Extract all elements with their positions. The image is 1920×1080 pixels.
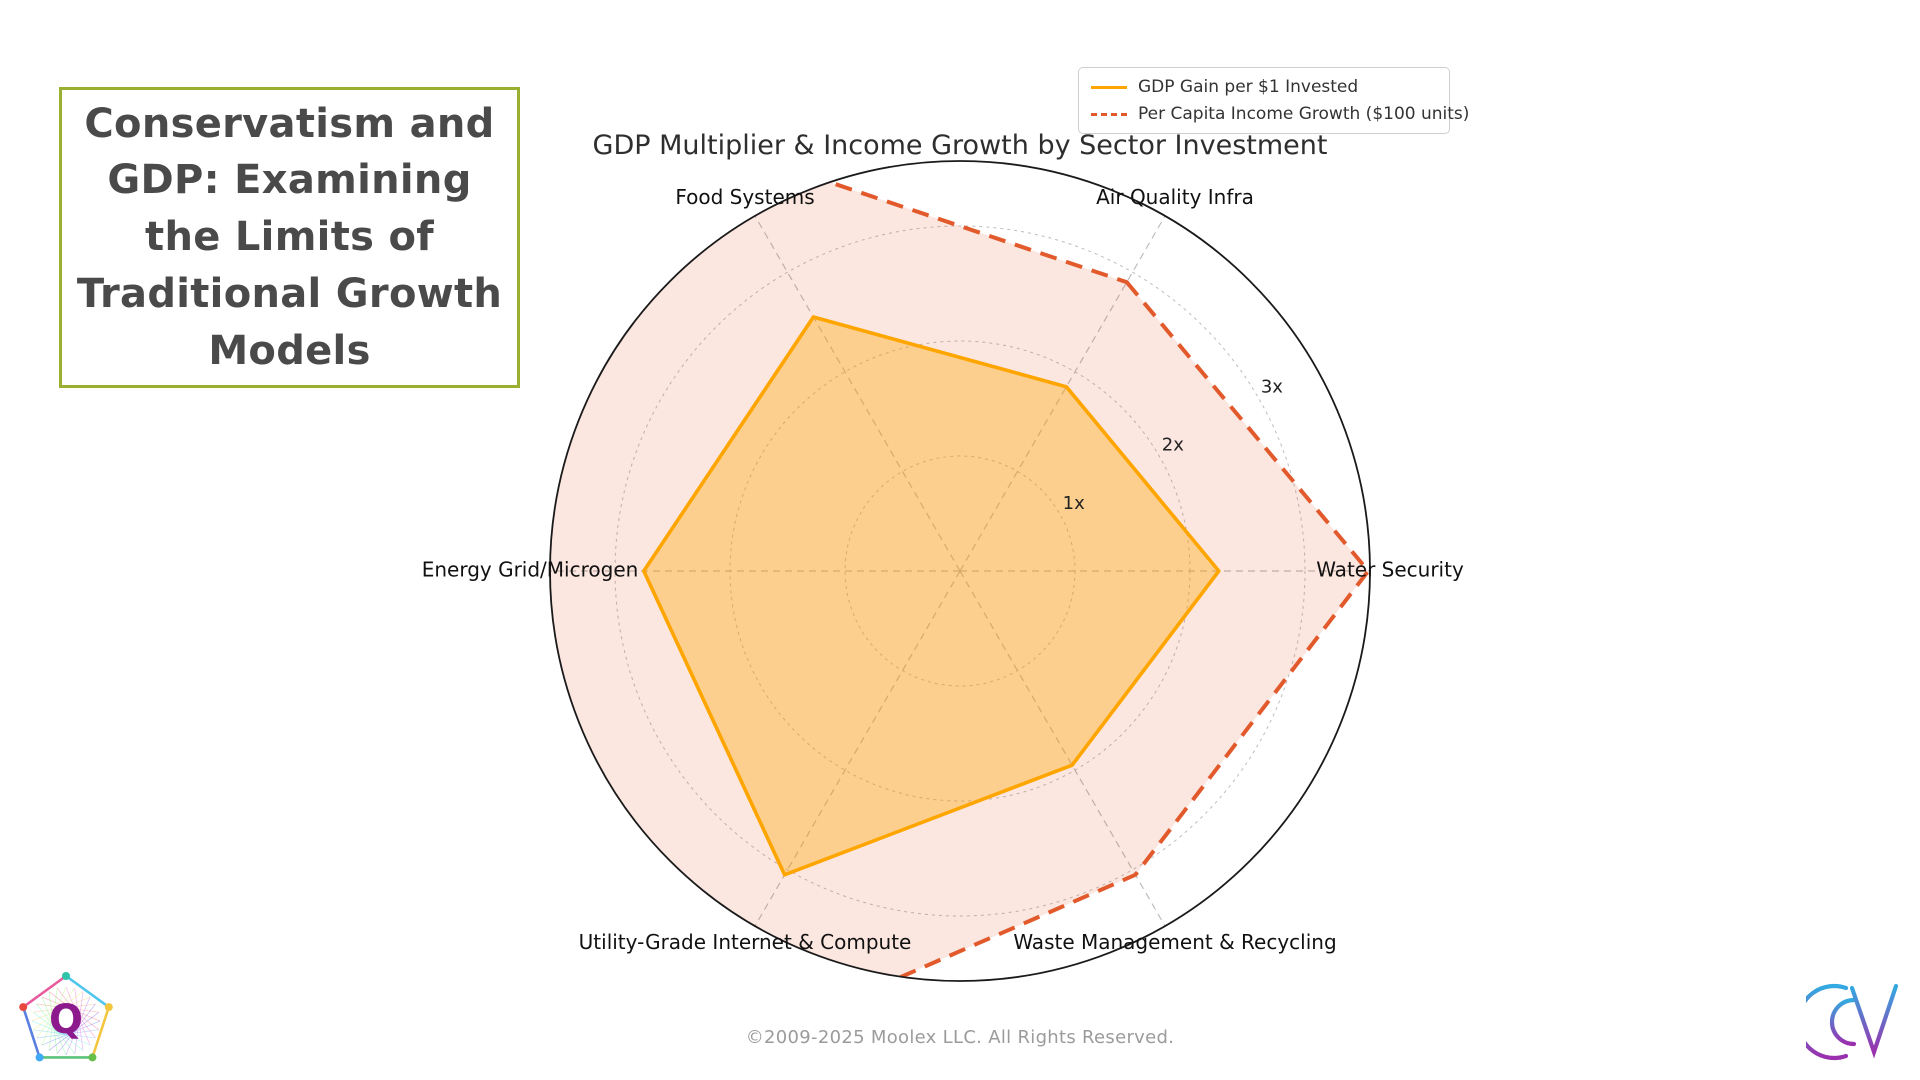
category-label-food-systems: Food Systems [675,185,814,209]
chart-title: GDP Multiplier & Income Growth by Sector… [592,130,1328,161]
web-line [33,1003,96,1013]
cv-v-shape [1849,983,1899,1059]
web-line [36,1003,99,1013]
legend-label-gdp-gain: GDP Gain per $1 Invested [1138,77,1359,97]
q-logo-letter: Q [49,997,83,1043]
axis-spoke [754,570,961,927]
web-line [31,996,91,1022]
cv-arc-logo [1806,983,1899,1061]
cv-outer-arc [1806,983,1849,1061]
web-line [48,991,100,1031]
r-tick-label: 1x [1063,493,1085,514]
web-line [32,1011,84,1051]
pentagon-edge [21,974,68,1009]
series-line-gdp-gain [641,315,1221,877]
cv-inner-arc [1829,997,1857,1047]
legend-swatch-solid-line [1091,85,1127,89]
web-line [41,986,67,1046]
web-line [41,996,67,1056]
legend-swatch-dashed-line [1091,112,1127,116]
copyright-footer: ©2009-2025 Moolex LLC. All Rights Reserv… [745,1027,1175,1048]
legend-item-gdp-gain: GDP Gain per $1 Invested [1091,77,1437,97]
chart-legend: GDP Gain per $1 Invested Per Capita Inco… [1078,67,1469,134]
pentagon-vertex-dot [88,1053,97,1062]
r-tick-label: 2x [1162,435,1184,456]
web-line [36,1029,99,1039]
web-line [74,988,84,1051]
pentagon-edge [21,1005,41,1059]
web-line [65,996,91,1056]
outer-circle [549,160,1371,982]
title-box: Conservatism and GDP: Examining the Limi… [59,87,520,388]
web-line [74,991,84,1054]
web-line [36,987,76,1039]
category-label-utility-grade-internet-compute: Utility-Grade Internet & Compute [579,930,912,954]
pentagon-edge [64,974,111,1009]
axis-spoke [959,570,1166,927]
series-fill-gdp-gain [643,317,1219,875]
web-line [31,1020,91,1046]
polar-grid [550,215,1370,927]
pentagon-vertex-dot [35,1053,44,1062]
web-line [48,988,58,1051]
web-line [65,986,91,1046]
web-line [56,1003,96,1055]
category-label-air-quality-infra: Air Quality Infra [1096,185,1254,209]
web-line [48,991,58,1054]
q-pentagon-logo: Q [19,972,113,1062]
legend-item-income-growth: Per Capita Income Growth ($100 units) [1091,104,1469,124]
web-line [41,1020,101,1046]
grid-circle [614,225,1306,917]
series-fill-income-growth [550,161,1369,981]
slide-title: Conservatism and GDP: Examining the Limi… [76,100,503,374]
category-label-energy-grid-microgen: Energy Grid/Microgen [422,558,639,582]
web-line [33,1029,96,1039]
web-line [41,996,101,1022]
web-line [56,987,96,1039]
category-label-water-security: Water Security [1316,558,1464,582]
pentagon-vertex-dot [19,1003,28,1012]
axis-spoke [959,215,1166,572]
pentagon-vertex-dot [62,972,70,980]
r-tick-label: 3x [1261,376,1283,397]
category-label-waste-management-recycling: Waste Management & Recycling [1013,930,1336,954]
legend-label-income-growth: Per Capita Income Growth ($100 units) [1138,104,1470,124]
web-line [48,1011,100,1051]
web-line [36,1003,76,1055]
web-line [32,991,84,1031]
pentagon-vertex-dot [104,1003,113,1012]
pentagon-edge [91,1005,111,1059]
q-logo-web [31,986,101,1056]
axis-spoke [754,215,961,572]
